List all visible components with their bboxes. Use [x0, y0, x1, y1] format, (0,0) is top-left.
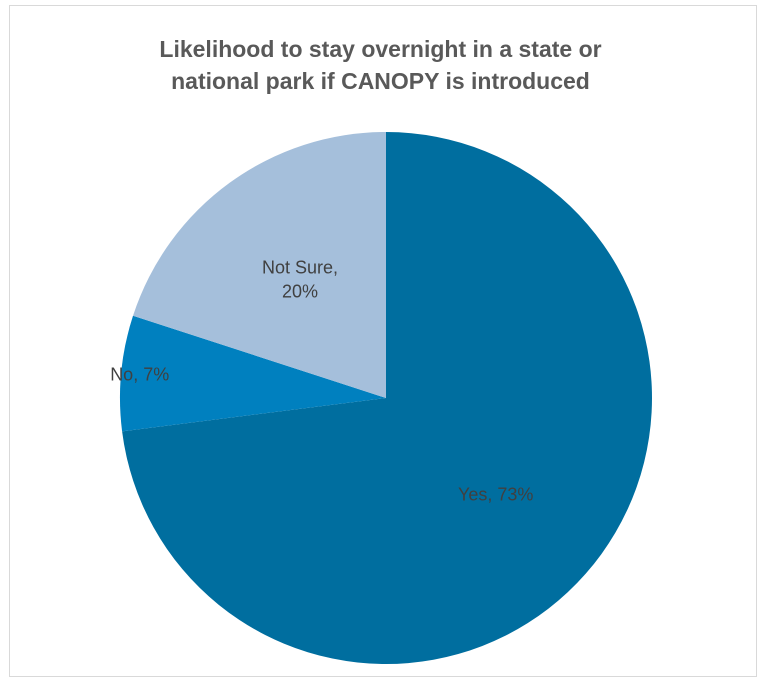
pie-slice-no: [119, 315, 386, 432]
data-label-not-sure: Not Sure, 20%: [262, 258, 338, 302]
data-label-no: No, 7%: [110, 365, 169, 385]
pie-slice-not-sure: [133, 132, 386, 398]
pie-slices: [119, 132, 653, 664]
data-label-yes: Yes, 73%: [458, 485, 533, 505]
chart-title-line-1: Likelihood to stay overnight in a state …: [159, 36, 602, 62]
pie-slice-yes: [122, 132, 653, 664]
pie-labels: Yes, 73% No, 7% Not Sure, 20%: [110, 258, 533, 505]
chart-title-line-2: national park if CANOPY is introduced: [171, 68, 590, 94]
chart-title: Likelihood to stay overnight in a state …: [0, 33, 761, 97]
